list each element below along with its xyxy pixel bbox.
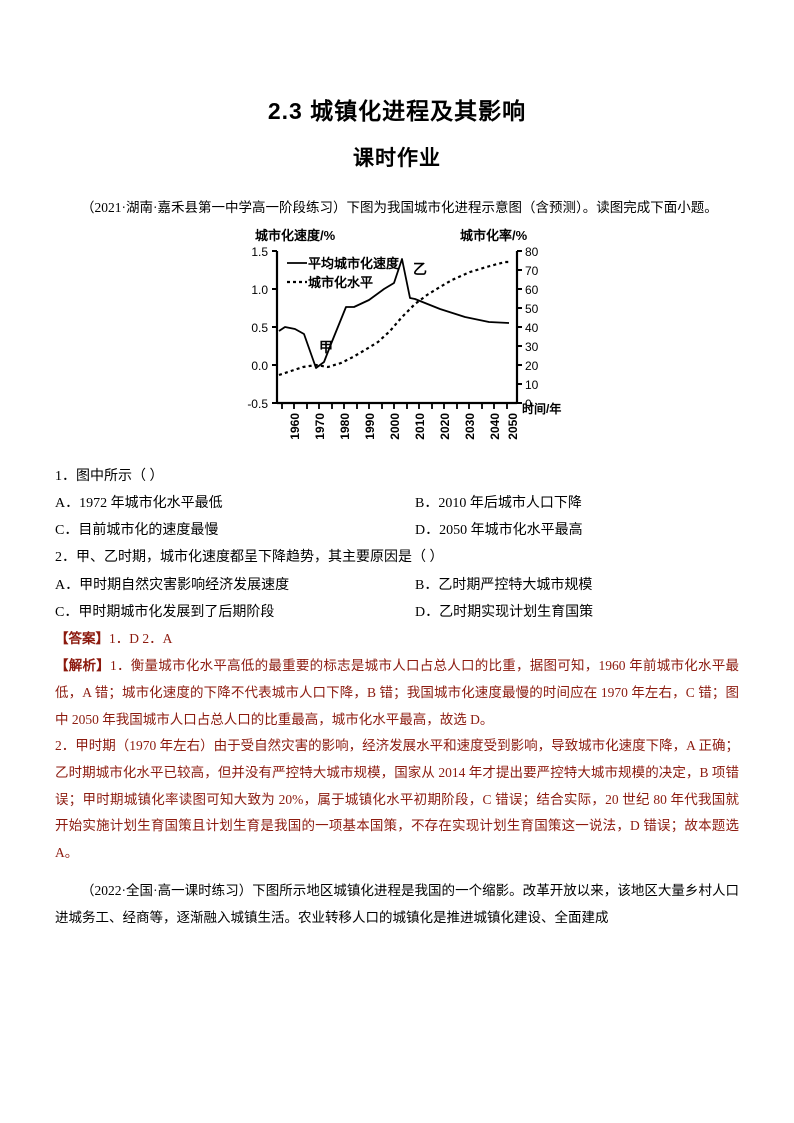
- analysis-text-1: 1．衡量城市化水平高低的最重要的标志是城市人口占总人口的比重，据图可知，1960…: [55, 658, 739, 727]
- x-axis-ticks: [281, 402, 508, 409]
- page-subtitle: 课时作业: [353, 146, 441, 170]
- right-tick-6: 20: [525, 359, 539, 373]
- left-tick-1: 1.0: [251, 283, 268, 297]
- x-tick-2000: 2000: [388, 412, 402, 439]
- q1-option-a[interactable]: A．1972 年城市化水平最低: [55, 495, 223, 511]
- q2-option-c[interactable]: C．甲时期城市化发展到了后期阶段: [55, 605, 275, 621]
- question-1: 1．图中所示（ ） A．1972 年城市化水平最低 B．2010 年后城市人口下…: [55, 463, 739, 545]
- left-tick-0: 1.5: [251, 245, 268, 259]
- right-axis-ticks: 80 70 60 50 40 30 20 10 0: [517, 245, 539, 411]
- right-tick-7: 10: [525, 378, 539, 392]
- right-tick-3: 50: [525, 302, 539, 316]
- annotation-yi: 乙: [413, 261, 427, 277]
- x-tick-1980: 1980: [338, 412, 352, 439]
- urbanization-chart: 城市化速度/% 城市化率/% 1.5 1.0 0.5 0.0 -0.5: [247, 228, 561, 440]
- question-2-options-row-1: A．甲时期自然灾害影响经济发展速度 B．乙时期严控特大城市规模: [55, 572, 739, 599]
- answer-value: 1．D 2．A: [109, 631, 173, 647]
- legend-label-level: 城市化水平: [308, 275, 373, 290]
- analysis-paragraph-1: 【解析】1．衡量城市化水平高低的最重要的标志是城市人口占总人口的比重，据图可知，…: [55, 653, 739, 733]
- chart-figure: 城市化速度/% 城市化率/% 1.5 1.0 0.5 0.0 -0.5: [55, 221, 739, 463]
- x-tick-1970: 1970: [313, 412, 327, 439]
- x-axis-label: 时间/年: [522, 401, 561, 416]
- left-tick-3: 0.0: [251, 359, 268, 373]
- right-tick-8: 0: [525, 397, 532, 411]
- x-tick-2050: 2050: [506, 412, 520, 439]
- answer-tag: 【答案】: [55, 631, 109, 647]
- series-average-urbanization-speed: [278, 257, 510, 369]
- q2-option-a[interactable]: A．甲时期自然灾害影响经济发展速度: [55, 577, 290, 593]
- legend-label-speed: 平均城市化速度: [308, 256, 400, 271]
- annotation-jia: 甲: [319, 339, 333, 355]
- chart-legend: 平均城市化速度 城市化水平: [287, 256, 400, 290]
- question-1-stem: 1．图中所示（ ）: [55, 468, 164, 484]
- x-tick-1960: 1960: [288, 412, 302, 439]
- right-tick-0: 80: [525, 245, 539, 259]
- q2-option-b[interactable]: B．乙时期严控特大城市规模: [415, 577, 593, 593]
- x-tick-2030: 2030: [463, 412, 477, 439]
- left-tick-2: 0.5: [251, 321, 268, 335]
- right-tick-2: 60: [525, 283, 539, 297]
- question-1-options-row-1: A．1972 年城市化水平最低 B．2010 年后城市人口下降: [55, 490, 739, 517]
- source-intro-paragraph: （2021·湖南·嘉禾县第一中学高一阶段练习）下图为我国城市化进程示意图（含预测…: [81, 199, 718, 215]
- question-2-stem: 2．甲、乙时期，城市化速度都呈下降趋势，其主要原因是（ ）: [55, 550, 444, 566]
- q1-option-d[interactable]: D．2050 年城市化水平最高: [415, 523, 583, 539]
- left-axis-ticks: 1.5 1.0 0.5 0.0 -0.5: [247, 245, 277, 411]
- right-tick-4: 40: [525, 321, 539, 335]
- analysis-tag: 【解析】: [55, 658, 111, 674]
- x-axis-tick-labels: 1960 1970 1980 1990 2000 2010 2020 2030 …: [288, 412, 520, 439]
- next-source-intro-paragraph: （2022·全国·高一课时练习）下图所示地区城镇化进程是我国的一个缩影。改革开放…: [55, 882, 739, 925]
- x-tick-1990: 1990: [363, 412, 377, 439]
- right-tick-5: 30: [525, 340, 539, 354]
- q2-option-d[interactable]: D．乙时期实现计划生育国策: [415, 605, 594, 621]
- left-tick-4: -0.5: [247, 397, 268, 411]
- answer-line: 【答案】1．D 2．A: [55, 626, 739, 653]
- q1-option-b[interactable]: B．2010 年后城市人口下降: [415, 495, 582, 511]
- left-axis-title: 城市化速度/%: [255, 228, 336, 243]
- analysis-paragraph-2: 2．甲时期（1970 年左右）由于受自然灾害的影响，经济发展水平和速度受到影响，…: [55, 738, 740, 861]
- x-tick-2040: 2040: [488, 412, 502, 439]
- x-tick-2020: 2020: [438, 412, 452, 439]
- question-1-options-row-2: C．目前城市化的速度最慢 D．2050 年城市化水平最高: [55, 517, 739, 544]
- question-2-options-row-2: C．甲时期城市化发展到了后期阶段 D．乙时期实现计划生育国策: [55, 599, 739, 626]
- right-tick-1: 70: [525, 264, 539, 278]
- question-2: 2．甲、乙时期，城市化速度都呈下降趋势，其主要原因是（ ） A．甲时期自然灾害影…: [55, 544, 739, 626]
- q1-option-c[interactable]: C．目前城市化的速度最慢: [55, 523, 219, 539]
- right-axis-title: 城市化率/%: [460, 228, 528, 243]
- series-urbanization-level: [278, 260, 509, 376]
- page-title: 2.3 城镇化进程及其影响: [267, 98, 527, 124]
- x-tick-2010: 2010: [413, 412, 427, 439]
- answer-analysis-block: 【答案】1．D 2．A 【解析】1．衡量城市化水平高低的最重要的标志是城市人口占…: [55, 626, 739, 866]
